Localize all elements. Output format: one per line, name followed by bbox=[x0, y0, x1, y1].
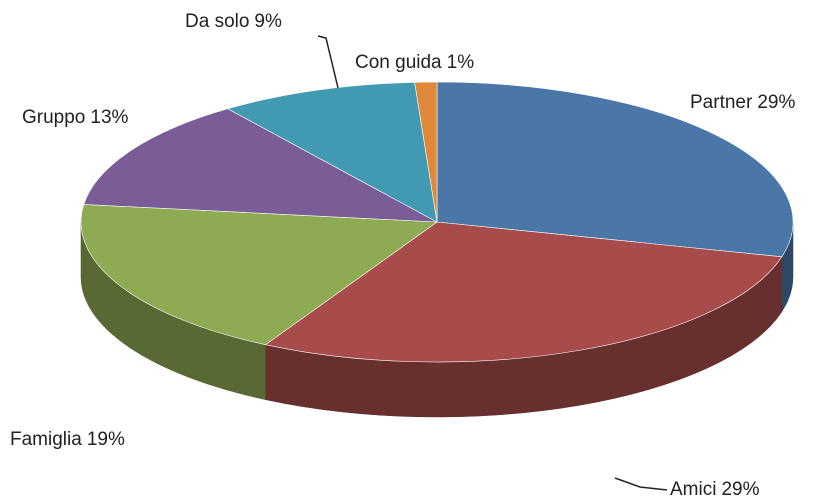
leader-line bbox=[614, 477, 668, 491]
data-label: Gruppo 13% bbox=[22, 107, 129, 128]
category-name: Famiglia bbox=[10, 429, 82, 450]
data-label: Partner 29% bbox=[690, 92, 795, 113]
category-name: Da solo bbox=[185, 11, 249, 32]
data-label: Famiglia 19% bbox=[10, 429, 125, 450]
category-name: Partner bbox=[690, 92, 753, 113]
category-name: Amici bbox=[670, 479, 716, 500]
value-label: 9% bbox=[254, 11, 282, 32]
value-label: 29% bbox=[757, 92, 795, 113]
leader-line bbox=[317, 35, 339, 89]
slice bbox=[80, 204, 438, 346]
data-label: Da solo 9% bbox=[185, 11, 282, 32]
slice bbox=[83, 108, 438, 223]
value-label: 19% bbox=[87, 429, 125, 450]
value-label: 13% bbox=[90, 107, 128, 128]
slice bbox=[264, 221, 783, 363]
value-label: 1% bbox=[447, 52, 475, 73]
slice bbox=[436, 81, 794, 258]
data-label: Con guida 1% bbox=[355, 52, 474, 73]
data-label: Amici 29% bbox=[670, 479, 760, 500]
value-label: 29% bbox=[721, 479, 759, 500]
slice bbox=[226, 81, 438, 223]
category-name: Gruppo bbox=[22, 107, 85, 128]
slice bbox=[414, 81, 438, 223]
category-name: Con guida bbox=[355, 52, 442, 73]
